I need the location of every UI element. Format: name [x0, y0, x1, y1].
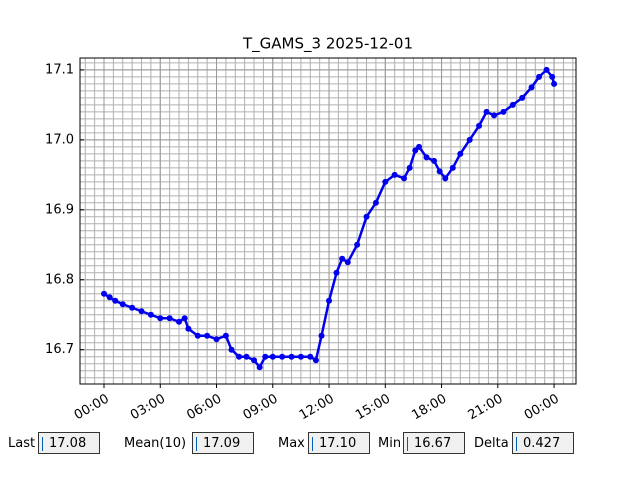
field-value[interactable]: 16.67	[403, 432, 465, 454]
axes-frame	[79, 57, 577, 385]
data-point	[312, 357, 319, 364]
data-point	[222, 332, 229, 339]
data-point	[112, 297, 119, 304]
x-tick-label: 00:00	[522, 392, 562, 424]
grid	[80, 58, 576, 388]
data-point	[519, 94, 526, 101]
field-value[interactable]: 17.09	[192, 432, 254, 454]
data-point	[431, 157, 438, 164]
data-point	[476, 122, 483, 129]
data-point	[269, 353, 276, 360]
data-point	[288, 353, 295, 360]
data-point	[106, 294, 113, 301]
x-tick-label: 00:00	[72, 392, 112, 424]
x-tick-label: 06:00	[184, 392, 224, 424]
field-label: Last	[8, 436, 36, 451]
data-point	[256, 364, 263, 371]
data-point	[442, 175, 449, 182]
data-point	[528, 84, 535, 91]
data-point	[423, 154, 430, 161]
data-point	[391, 171, 398, 178]
field-label: Delta	[474, 436, 509, 451]
data-point	[457, 150, 464, 157]
data-point	[243, 353, 250, 360]
y-tick-label: 16.8	[45, 272, 74, 287]
data-point	[307, 353, 314, 360]
data-point	[339, 255, 346, 262]
data-point	[147, 311, 154, 318]
data-point	[166, 315, 173, 322]
data-point	[551, 80, 558, 87]
data-point	[236, 353, 243, 360]
x-tick-label: 03:00	[128, 392, 168, 424]
data-point	[372, 199, 379, 206]
field-label: Max	[278, 436, 305, 451]
data-point	[176, 318, 183, 325]
data-point	[412, 147, 419, 154]
chart-title: T_GAMS_3 2025-12-01	[242, 35, 413, 54]
data-point	[509, 101, 516, 108]
y-tick-label: 16.7	[45, 342, 74, 357]
data-point	[491, 112, 498, 119]
field-label: Min	[378, 436, 402, 451]
x-tick-label: 15:00	[353, 392, 393, 424]
data-point	[297, 353, 304, 360]
x-tick-label: 21:00	[466, 392, 506, 424]
data-point	[251, 357, 258, 364]
data-point	[279, 353, 286, 360]
data-point	[543, 66, 550, 73]
field-value[interactable]: 0.427	[512, 432, 574, 454]
data-point	[449, 164, 456, 171]
data-point	[204, 332, 211, 339]
data-point	[406, 164, 413, 171]
plot	[101, 66, 558, 371]
x-tick-label: 12:00	[297, 392, 337, 424]
field-value[interactable]: 17.08	[38, 432, 100, 454]
chart: T_GAMS_3 2025-12-01 16.7 16.8 16.9 17.0 17.1…	[45, 35, 577, 424]
field-label: Mean(10)	[124, 436, 187, 451]
data-point	[354, 241, 361, 248]
data-point	[333, 269, 340, 276]
data-point	[228, 346, 235, 353]
data-point	[181, 315, 188, 322]
data-point	[119, 301, 126, 308]
data-point	[157, 315, 164, 322]
data-point	[129, 304, 136, 311]
data-point	[401, 175, 408, 182]
data-point	[536, 73, 543, 80]
data-point	[500, 108, 507, 115]
data-point	[483, 108, 490, 115]
data-point	[466, 136, 473, 143]
data-point	[185, 325, 192, 332]
data-point	[344, 259, 351, 266]
data-point	[194, 332, 201, 339]
data-point	[382, 178, 389, 185]
y-tick-label: 17.1	[45, 62, 74, 77]
data-point	[363, 213, 370, 220]
x-tick-label: 09:00	[241, 392, 281, 424]
fields: Last 17.08 Mean(10) 17.09 Max 17.10 Min 16.67 De…	[0, 432, 640, 458]
data-point	[101, 290, 108, 297]
data-point	[318, 332, 325, 339]
data-point	[416, 143, 423, 150]
x-tick-label: 18:00	[409, 392, 449, 424]
data-point	[549, 73, 556, 80]
data-point	[262, 353, 269, 360]
data-point	[436, 168, 443, 175]
data-point	[326, 297, 333, 304]
field-value[interactable]: 17.10	[308, 432, 370, 454]
y-tick-label: 17.0	[45, 132, 74, 147]
data-point	[138, 308, 145, 315]
y-tick-label: 16.9	[45, 202, 74, 217]
data-point	[213, 336, 220, 343]
